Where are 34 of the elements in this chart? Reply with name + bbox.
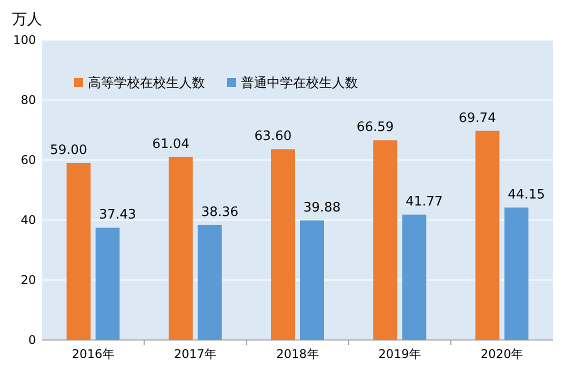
bar — [96, 228, 120, 340]
data-label: 63.60 — [254, 129, 292, 144]
y-tick-label: 20 — [20, 273, 36, 287]
y-tick-label: 100 — [13, 33, 36, 47]
x-tick-label: 2017年 — [174, 347, 217, 361]
bar — [475, 130, 500, 340]
data-label: 66.59 — [356, 120, 394, 136]
bar — [504, 208, 528, 340]
data-label: 61.04 — [152, 136, 190, 152]
data-label: 38.36 — [201, 204, 238, 220]
data-label: 39.88 — [303, 200, 341, 216]
bar — [168, 156, 193, 340]
x-tick-label: 2016年 — [72, 347, 114, 361]
data-label: 69.74 — [458, 110, 496, 126]
bar — [300, 220, 324, 340]
data-label: 44.15 — [508, 188, 546, 203]
y-tick-label: 60 — [20, 153, 36, 167]
bar — [373, 140, 398, 340]
y-tick-label: 0 — [28, 333, 36, 347]
bar — [198, 224, 222, 340]
y-tick-label: 80 — [20, 93, 36, 107]
data-label: 59.00 — [50, 143, 88, 158]
y-axis-title: 万人 — [12, 10, 42, 28]
x-tick-label: 2018年 — [276, 347, 319, 361]
data-label: 37.43 — [98, 208, 136, 223]
legend-label: 高等学校在校生人数 — [88, 75, 205, 91]
bar — [402, 214, 426, 340]
legend-label: 普通中学在校生人数 — [241, 75, 358, 91]
bar — [66, 163, 91, 340]
data-label: 41.77 — [406, 194, 443, 210]
x-tick-label: 2020年 — [480, 347, 524, 361]
x-tick-label: 2019年 — [378, 347, 421, 361]
bar — [271, 149, 295, 340]
y-tick-label: 40 — [20, 213, 36, 227]
